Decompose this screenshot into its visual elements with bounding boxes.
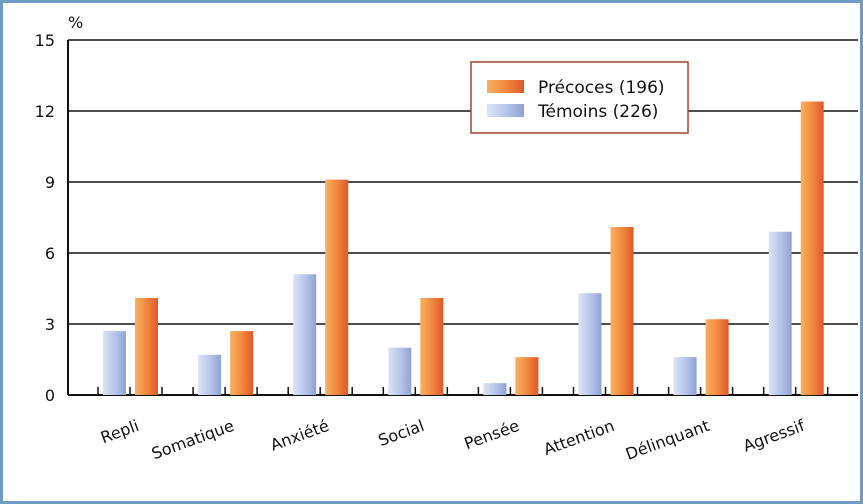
x-tick-label: Somatique (149, 416, 237, 463)
bar-precoces (420, 297, 444, 395)
bar-precoces (800, 101, 824, 396)
bar-temoins (673, 357, 697, 395)
y-axis-label: % (68, 13, 83, 32)
x-tick-label: Repli (98, 416, 141, 447)
y-tick-label: 0 (45, 386, 55, 405)
bar-temoins (293, 274, 317, 395)
bar-temoins (578, 293, 602, 395)
bar-precoces (135, 297, 158, 395)
legend-label: Témoins (226) (537, 102, 658, 122)
bar-precoces (230, 331, 254, 395)
bar-temoins (768, 231, 792, 395)
x-tick-label: Anxiété (268, 416, 332, 455)
x-tick-label: Agressif (741, 416, 808, 456)
x-tick-label: Délinquant (623, 416, 712, 464)
y-tick-label: 9 (45, 173, 55, 192)
bar-temoins (483, 383, 507, 395)
legend-swatch (487, 80, 524, 93)
x-tick-label: Social (376, 416, 427, 450)
bar-temoins (103, 331, 126, 395)
bar-temoins (198, 354, 222, 395)
legend-box (470, 61, 689, 134)
bar-temoins (388, 347, 412, 395)
bar-precoces (705, 319, 729, 395)
y-tick-label: 3 (45, 315, 55, 334)
y-tick-label: 15 (35, 31, 55, 50)
y-tick-label: 12 (35, 102, 55, 121)
x-tick-label: Pensée (462, 416, 522, 453)
legend: Précoces (196) Témoins (226) (470, 61, 689, 134)
y-tick-label: 6 (45, 244, 55, 263)
bar-precoces (610, 226, 634, 395)
bar-precoces (515, 357, 539, 395)
bar-precoces (325, 179, 349, 395)
legend-swatch (487, 104, 524, 117)
x-tick-label: Attention (541, 416, 617, 459)
legend-label: Précoces (196) (538, 78, 665, 98)
